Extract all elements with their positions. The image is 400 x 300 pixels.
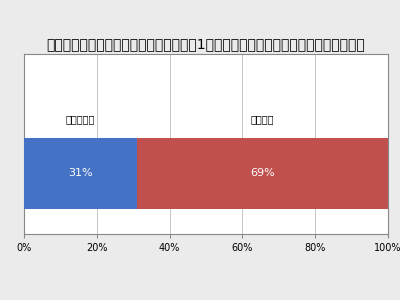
Text: 31%: 31% [68,169,93,178]
Text: 知らない: 知らない [251,114,274,124]
Bar [24,138,137,209]
Text: 69%: 69% [250,169,275,178]
Text: 知っている: 知っている [66,114,95,124]
Bar [137,138,388,209]
Title: 電気自動車のカタログに掲載されている1回充電当たりの航続距離を知っていますか: 電気自動車のカタログに掲載されている1回充電当たりの航続距離を知っていますか [47,38,365,51]
